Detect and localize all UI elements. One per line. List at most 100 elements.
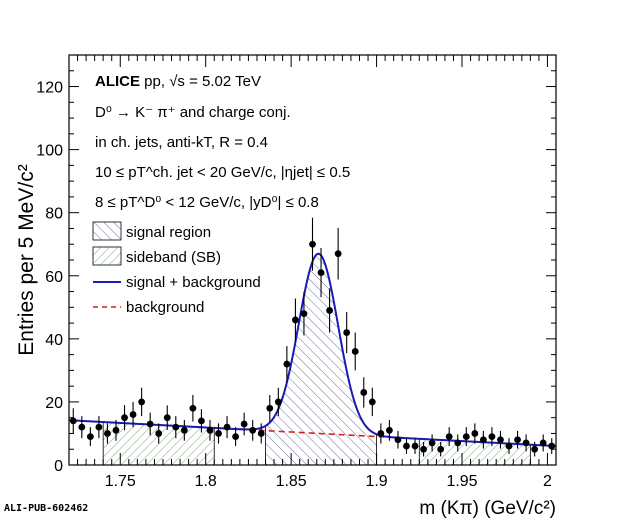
- data-point: [189, 394, 197, 422]
- legend: signal region sideband (SB) signal + bac…: [92, 221, 261, 316]
- data-point: [539, 434, 547, 452]
- marker: [385, 426, 393, 434]
- data-point: [283, 346, 291, 383]
- data-point: [146, 412, 154, 436]
- data-point: [223, 416, 231, 439]
- marker: [539, 439, 547, 447]
- marker: [215, 430, 222, 437]
- data-point: [155, 423, 163, 444]
- y-tick-label: 0: [54, 458, 63, 475]
- marker: [86, 433, 94, 441]
- marker: [445, 433, 453, 441]
- data-point: [531, 441, 539, 457]
- marker: [172, 423, 180, 431]
- marker: [198, 417, 205, 425]
- marker: [146, 420, 154, 428]
- experiment-label: ALICE: [95, 73, 140, 90]
- marker: [394, 436, 402, 444]
- marker: [505, 442, 513, 450]
- marker: [454, 439, 462, 447]
- data-point: [385, 419, 393, 441]
- data-point: [394, 430, 402, 449]
- data-point: [257, 423, 265, 444]
- y-axis-title: Entries per 5 MeV/c²: [15, 164, 38, 355]
- data-point: [522, 434, 530, 452]
- marker: [479, 436, 487, 444]
- marker: [497, 436, 504, 444]
- marker: [334, 250, 342, 258]
- data-point: [479, 430, 487, 449]
- y-tick-label: 20: [45, 395, 63, 412]
- legend-bkg-label: background: [126, 299, 204, 316]
- data-point: [292, 298, 299, 342]
- data-point: [454, 434, 462, 452]
- data-point: [86, 427, 94, 447]
- publication-id: ALI-PUB-602462: [4, 503, 89, 514]
- data-point: [206, 419, 214, 441]
- marker: [257, 430, 265, 437]
- axes: 0 20 40 60 80 100 120 1.75 1.8 1.85 1.9 1.95 2: [36, 54, 557, 490]
- marker: [240, 420, 248, 428]
- marker: [488, 433, 496, 441]
- marker: [104, 430, 111, 437]
- x-axis-title: m (Kπ) (GeV/c²): [419, 498, 556, 519]
- marker: [317, 269, 325, 277]
- data-point: [180, 419, 188, 441]
- data-point: [266, 394, 274, 422]
- data-point: [403, 438, 410, 454]
- data-point: [163, 405, 171, 430]
- data-point: [240, 412, 248, 436]
- marker: [471, 430, 479, 437]
- x-tick-label: 2: [543, 473, 552, 490]
- marker: [343, 329, 351, 336]
- legend-sideband-swatch: [92, 246, 122, 266]
- annotation-system: ALICE pp, √s = 5.02 TeV: [95, 73, 261, 90]
- annotation-jets: in ch. jets, anti-kT, R = 0.4: [95, 134, 268, 151]
- data-point: [215, 423, 222, 444]
- y-tick-label: 120: [36, 80, 63, 97]
- data-point: [497, 430, 504, 449]
- data-point: [309, 217, 316, 271]
- y-tick-label: 40: [45, 332, 63, 349]
- annotation-jet-pt: 10 ≤ pT^ch. jet < 20 GeV/c, |ηjet| ≤ 0.5: [95, 164, 350, 181]
- marker: [368, 398, 376, 406]
- marker: [420, 445, 427, 453]
- marker: [292, 316, 299, 324]
- marker: [78, 423, 86, 431]
- marker: [326, 307, 333, 314]
- marker: [531, 445, 539, 453]
- x-tick-label: 1.9: [365, 473, 387, 490]
- marker: [112, 426, 120, 434]
- data-point: [112, 419, 120, 441]
- legend-signal-swatch: [92, 221, 122, 241]
- data-point: [249, 419, 257, 441]
- marker: [360, 389, 368, 396]
- data-point: [548, 438, 556, 454]
- data-point: [78, 416, 86, 439]
- marker: [95, 423, 103, 431]
- data-point: [360, 377, 368, 408]
- data-point: [300, 291, 308, 336]
- marker: [522, 439, 530, 447]
- marker: [155, 430, 163, 437]
- data-point: [326, 288, 333, 333]
- data-point: [488, 427, 496, 447]
- data-point: [462, 427, 470, 447]
- marker: [437, 445, 445, 453]
- data-point: [411, 438, 419, 454]
- marker: [180, 426, 188, 434]
- y-tick-label: 60: [45, 269, 63, 286]
- data-point: [104, 423, 111, 444]
- data-point: [232, 427, 240, 447]
- marker: [403, 442, 410, 450]
- marker: [189, 404, 197, 412]
- marker: [462, 433, 470, 441]
- marker: [274, 398, 282, 406]
- data-point: [138, 387, 146, 417]
- data-point: [129, 401, 137, 428]
- data-point: [445, 427, 453, 447]
- data-point: [317, 248, 325, 298]
- data-point: [69, 408, 77, 434]
- annotation-d-pt: 8 ≤ pT^D⁰ < 12 GeV/c, |yD⁰| ≤ 0.8: [95, 194, 319, 211]
